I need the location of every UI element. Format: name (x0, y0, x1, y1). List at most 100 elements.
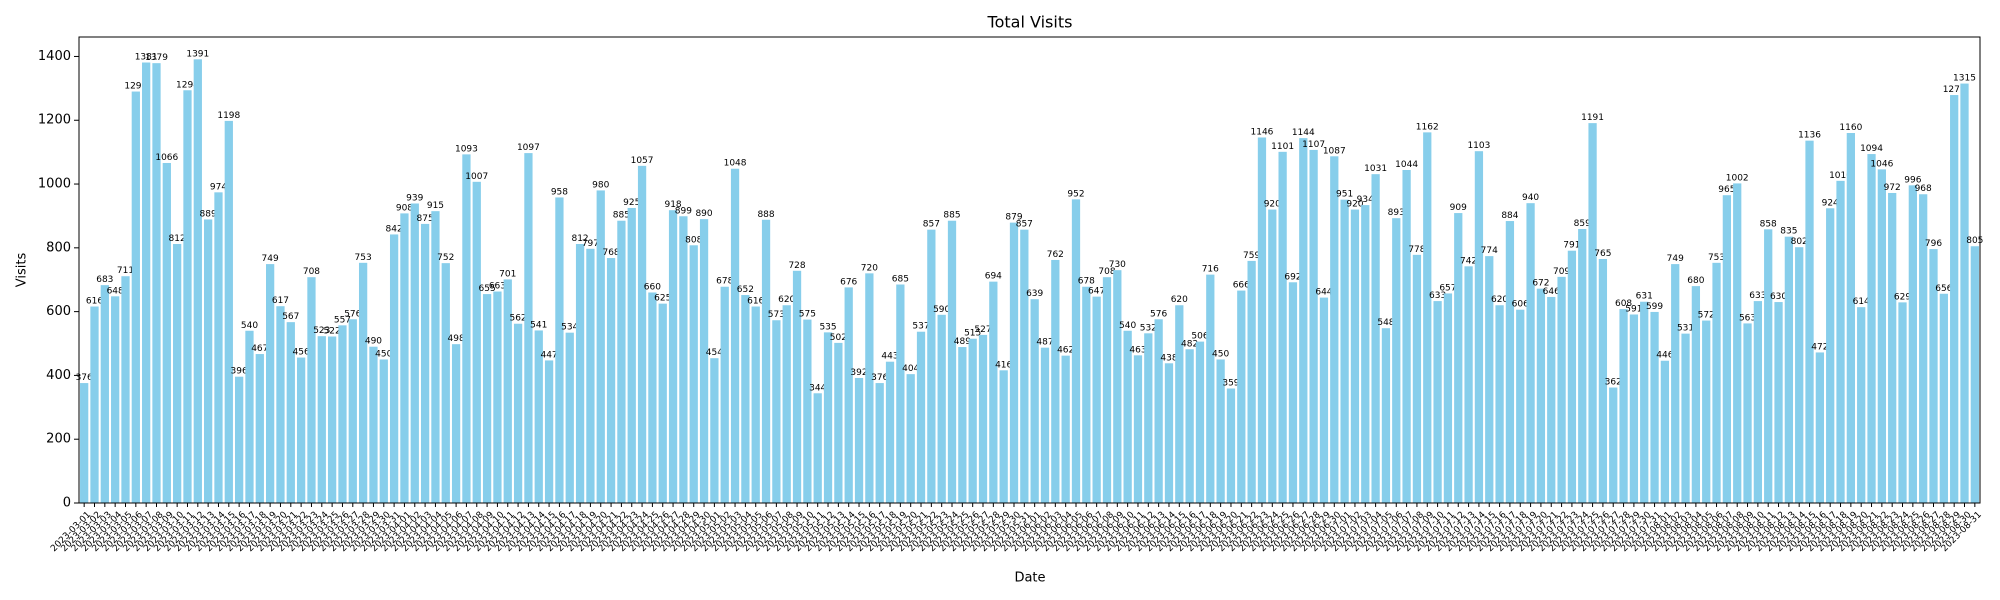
bar (1071, 199, 1081, 503)
value-label: 716 (1202, 265, 1219, 275)
value-label: 708 (1098, 267, 1115, 277)
bar (1402, 170, 1411, 503)
bar (1691, 286, 1701, 503)
bar (1857, 307, 1866, 503)
value-label: 685 (892, 275, 909, 285)
bar (823, 332, 833, 503)
value-label: 573 (768, 310, 785, 320)
value-label: 392 (850, 368, 867, 378)
y-tick-label: 1000 (38, 177, 71, 192)
bar (80, 383, 89, 503)
value-label: 752 (437, 253, 454, 263)
value-label: 599 (1646, 302, 1663, 312)
value-label: 1087 (1323, 146, 1346, 156)
value-label: 376 (76, 373, 93, 383)
value-label: 639 (1026, 289, 1043, 299)
bar (1195, 341, 1205, 503)
bar (472, 181, 481, 503)
value-label: 663 (489, 282, 506, 292)
bar (1330, 156, 1339, 503)
bar (916, 331, 926, 503)
bar (947, 220, 957, 503)
bar (245, 330, 254, 503)
bar (1939, 293, 1948, 503)
value-label: 920 (1264, 200, 1281, 210)
bar (896, 284, 905, 503)
value-label: 958 (551, 187, 568, 197)
bar (658, 303, 667, 503)
value-label: 1379 (145, 53, 168, 63)
value-label: 889 (200, 209, 217, 219)
value-label: 778 (1408, 245, 1425, 255)
bar (1216, 359, 1225, 503)
value-label: 1044 (1395, 160, 1418, 170)
value-label: 633 (1749, 291, 1766, 301)
bar (1753, 301, 1763, 503)
bar (1092, 296, 1101, 503)
value-label: 774 (1481, 246, 1498, 256)
value-label: 396 (231, 367, 248, 377)
value-label: 918 (664, 200, 681, 210)
bar (803, 319, 812, 503)
value-label: 694 (985, 272, 1002, 282)
bar (1009, 222, 1019, 503)
bar (1671, 264, 1680, 503)
bar (1547, 296, 1556, 503)
value-label: 1290 (124, 82, 147, 92)
bar (1381, 328, 1391, 503)
y-tick-label: 800 (46, 240, 71, 255)
y-tick-label: 200 (46, 432, 71, 447)
value-label: 376 (871, 373, 888, 383)
bar (1846, 133, 1855, 504)
bar (1877, 169, 1886, 504)
bar (834, 342, 843, 503)
value-label: 648 (107, 286, 124, 296)
bar (1836, 180, 1845, 504)
value-label: 753 (355, 253, 372, 263)
value-label: 537 (912, 322, 929, 332)
value-label: 660 (644, 282, 661, 292)
bar (307, 277, 316, 503)
bar (276, 306, 285, 503)
bar (1908, 185, 1917, 503)
bar (1743, 323, 1752, 503)
bar (679, 216, 688, 503)
bar (1299, 138, 1308, 503)
value-label: 805 (1966, 236, 1983, 246)
bar (503, 279, 512, 503)
bar (410, 203, 419, 503)
bar (1650, 311, 1659, 503)
value-label: 858 (1760, 219, 1777, 229)
value-label: 1010 (1829, 171, 1852, 181)
value-label: 620 (1171, 295, 1188, 305)
value-label: 812 (571, 234, 588, 244)
bar (1237, 290, 1246, 503)
bar (317, 336, 326, 503)
value-label: 502 (830, 333, 847, 343)
bar (1443, 293, 1453, 503)
value-label: 678 (1078, 277, 1095, 287)
value-label: 576 (344, 309, 361, 319)
bar (1805, 140, 1814, 504)
value-label: 791 (1563, 241, 1580, 251)
bar (534, 330, 543, 503)
bar (1113, 270, 1122, 503)
bar (1929, 249, 1938, 503)
bar (1268, 209, 1277, 503)
y-tick-label: 0 (63, 496, 71, 511)
bar (1609, 387, 1618, 503)
bar (1722, 195, 1732, 503)
bar (1712, 262, 1721, 503)
bar (1588, 123, 1597, 504)
value-label: 968 (1915, 184, 1932, 194)
bar (1919, 194, 1928, 504)
value-label: 1094 (1860, 144, 1883, 154)
bar (1660, 360, 1670, 503)
value-label: 633 (1429, 291, 1446, 301)
value-label: 1381 (135, 53, 158, 63)
bar (1226, 388, 1236, 503)
value-label: 590 (933, 305, 950, 315)
bar (617, 220, 626, 503)
bar (1371, 174, 1380, 503)
value-label: 646 (1543, 287, 1560, 297)
